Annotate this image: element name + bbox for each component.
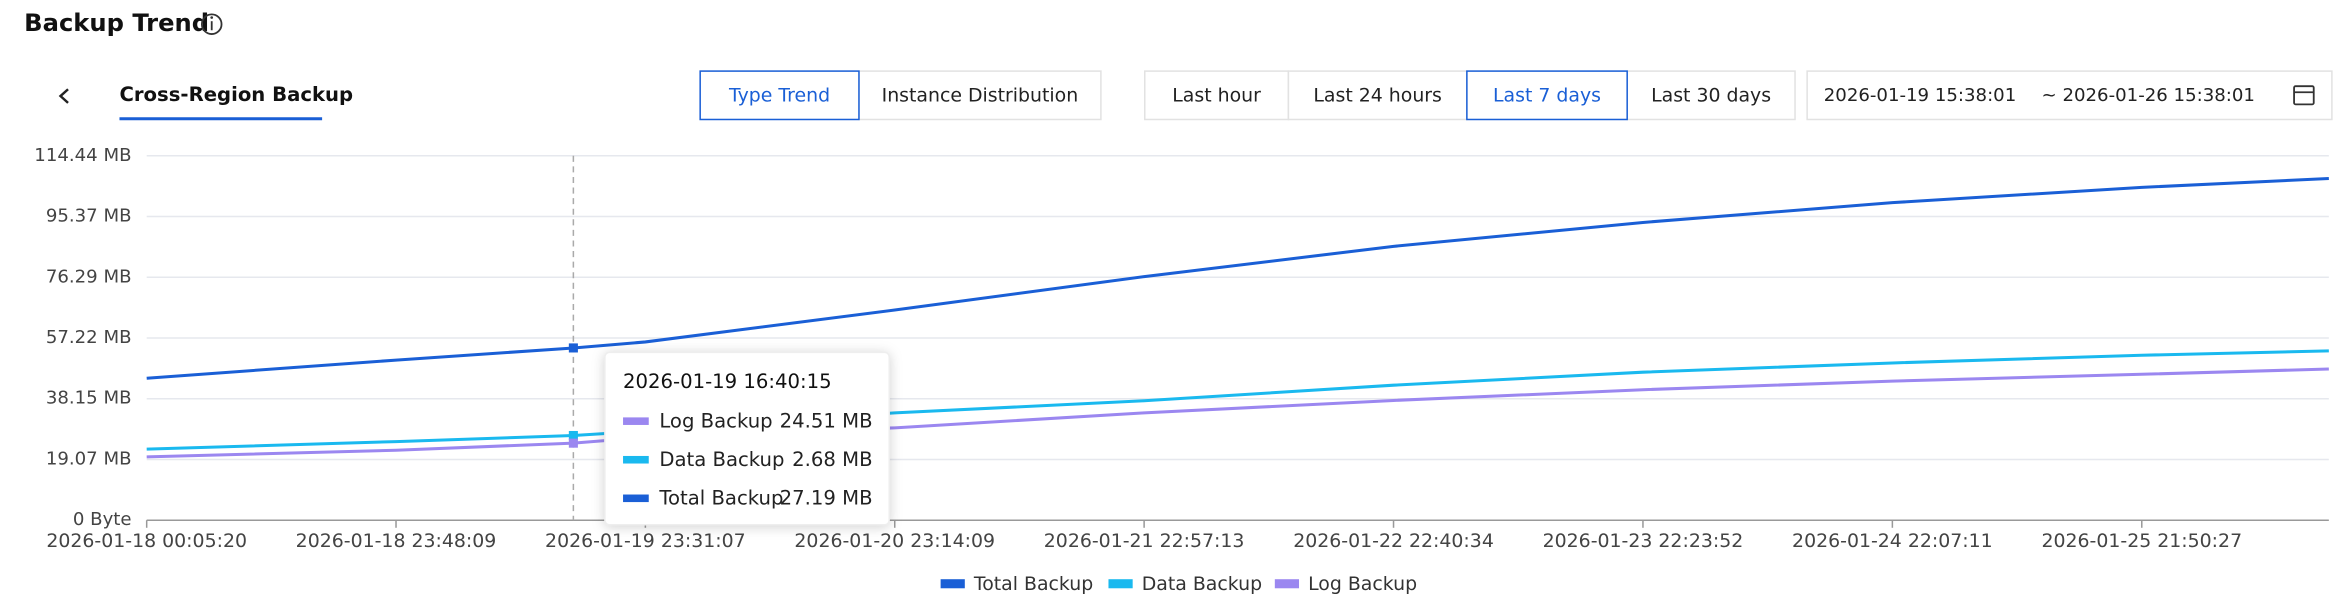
view-toggle-label: Type Trend xyxy=(728,85,830,107)
x-tick-label: 2026-01-19 23:31:07 xyxy=(545,530,746,552)
tooltip-box xyxy=(604,351,890,526)
tooltip-value: 2.68 MB xyxy=(792,448,872,471)
view-toggle-box xyxy=(699,70,860,121)
view-toggle-box xyxy=(858,70,1102,121)
time-range-label: Last 30 days xyxy=(1651,85,1771,107)
date-end: ~ 2026-01-26 15:38:01 xyxy=(2042,85,2255,106)
tooltip: 2026-01-19 16:40:15 Log Backup 24.51 MB Dat… xyxy=(604,351,890,526)
tooltip-swatch xyxy=(623,494,649,503)
tooltip-swatch xyxy=(623,455,649,464)
legend-item[interactable]: Total Backup xyxy=(940,573,1094,595)
x-tick-label: 2026-01-23 22:23:52 xyxy=(1543,530,1744,552)
tooltip-value: 24.51 MB xyxy=(780,409,873,432)
hover-point xyxy=(568,438,578,448)
tooltip-name: Total Backup xyxy=(658,487,783,510)
view-toggle[interactable]: Instance Distribution xyxy=(858,70,1102,121)
time-range-label: Last 7 days xyxy=(1493,85,1601,107)
date-range-box xyxy=(1806,70,2333,121)
time-range-box xyxy=(1466,70,1628,121)
series-line xyxy=(146,176,2329,380)
hover-point xyxy=(568,430,578,441)
y-tick-label: 95.37 MB xyxy=(46,206,132,227)
info-icon[interactable] xyxy=(200,13,223,35)
time-range-label: Last 24 hours xyxy=(1313,85,1442,107)
legend-label: Data Backup xyxy=(1142,573,1262,595)
legend-swatch xyxy=(1274,579,1300,589)
time-range[interactable]: Last 30 days xyxy=(1626,70,1796,121)
date-start: 2026-01-19 15:38:01 xyxy=(1824,85,2017,106)
time-range-box xyxy=(1144,70,1290,121)
legend-swatch xyxy=(1108,579,1133,589)
back-button[interactable] xyxy=(58,88,69,104)
tooltip-swatch xyxy=(623,417,649,425)
legend-label: Log Backup xyxy=(1308,573,1417,595)
y-tick-label: 38.15 MB xyxy=(46,388,132,409)
x-tick-label: 2026-01-22 22:40:34 xyxy=(1293,530,1494,552)
x-tick-label: 2026-01-20 23:14:09 xyxy=(794,530,995,552)
time-range-box xyxy=(1287,70,1468,121)
y-tick-label: 57.22 MB xyxy=(46,327,132,348)
x-tick-label: 2026-01-21 22:57:13 xyxy=(1044,530,1245,552)
legend-swatch xyxy=(940,579,965,589)
x-tick-label: 2026-01-25 21:50:27 xyxy=(2041,530,2242,552)
y-tick-label: 76.29 MB xyxy=(46,266,132,287)
y-tick-label: 0 Byte xyxy=(73,509,132,530)
legend-item[interactable]: Data Backup xyxy=(1108,573,1262,595)
time-range[interactable]: Last hour xyxy=(1144,70,1290,121)
time-range[interactable]: Last 24 hours xyxy=(1287,70,1468,121)
hover-point xyxy=(568,343,578,353)
series-line xyxy=(146,367,2329,459)
series-line xyxy=(146,349,2329,451)
tooltip-name: Data Backup xyxy=(659,448,784,471)
legend-label: Total Backup xyxy=(973,573,1093,595)
tooltip-name: Log Backup xyxy=(659,409,772,432)
panel-title: Backup Trend xyxy=(24,9,209,37)
y-tick-label: 114.44 MB xyxy=(34,145,131,166)
tab-label[interactable]: Cross-Region Backup xyxy=(119,83,353,106)
time-range-label: Last hour xyxy=(1172,85,1261,107)
legend-item[interactable]: Log Backup xyxy=(1274,573,1417,595)
x-tick-label: 2026-01-18 00:05:20 xyxy=(46,530,247,552)
x-tick-label: 2026-01-24 22:07:11 xyxy=(1792,530,1993,552)
calendar-icon xyxy=(2293,85,2315,106)
view-toggle-label: Instance Distribution xyxy=(882,85,1079,107)
y-tick-label: 19.07 MB xyxy=(46,448,132,469)
time-range-box xyxy=(1626,70,1796,121)
view-toggle[interactable]: Type Trend xyxy=(699,70,860,121)
x-tick-label: 2026-01-18 23:48:09 xyxy=(296,530,497,552)
tooltip-value: 27.19 MB xyxy=(780,487,873,510)
tooltip-time: 2026-01-19 16:40:15 xyxy=(623,370,832,393)
time-range[interactable]: Last 7 days xyxy=(1466,70,1628,121)
date-range-picker[interactable]: 2026-01-19 15:38:01 ~ 2026-01-26 15:38:01 xyxy=(1806,70,2333,121)
